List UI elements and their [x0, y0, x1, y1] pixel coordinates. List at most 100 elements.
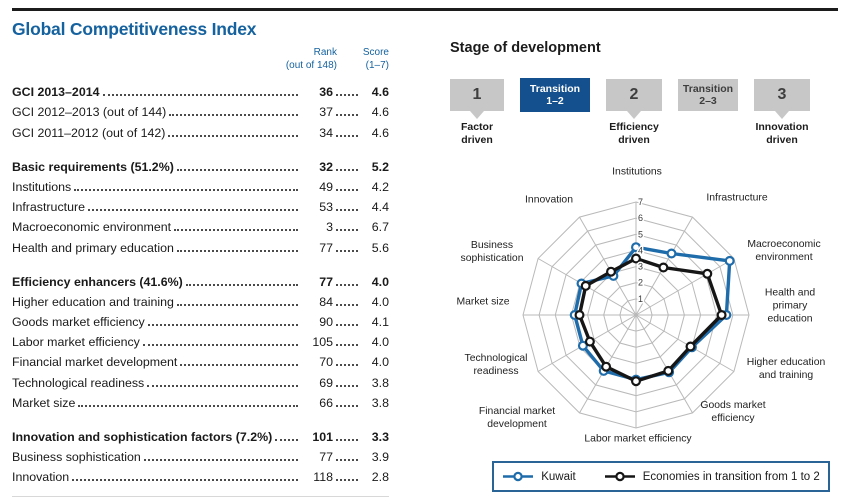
row-label: Technological readiness	[12, 375, 145, 390]
radar-axis-label: Infrastructure	[706, 191, 767, 204]
radar-point	[663, 365, 674, 376]
dot-leader	[336, 283, 358, 286]
row-rank: 37	[319, 105, 333, 120]
row-score: 4.6	[371, 105, 389, 120]
row-rank: 66	[319, 395, 333, 410]
row-score: 4.0	[371, 355, 389, 370]
radar-point	[577, 340, 588, 351]
dot-leader	[336, 209, 358, 212]
radar-tick-label: 4	[638, 245, 643, 255]
radar-point	[666, 248, 677, 259]
row-score: 4.6	[371, 125, 389, 140]
radar-axis-label: Financial market development	[479, 405, 555, 431]
rank-column-header: Rank (out of 148)	[285, 47, 337, 71]
dot-leader	[336, 134, 358, 137]
radar-axis-label: Higher education and training	[747, 356, 826, 382]
row-rank: 36	[319, 85, 333, 100]
table-row: Macroeconomic environment 3 6.7	[12, 214, 389, 234]
table-row: Higher education and training 84 4.0	[12, 289, 389, 309]
radar-point	[631, 253, 642, 264]
stage-box-label: 2–3	[699, 95, 717, 107]
table-row: Innovation 118 2.8	[12, 464, 389, 484]
table-row: Market size 66 3.8	[12, 390, 389, 410]
stage-caption: Efficiency driven	[609, 121, 659, 146]
radar-spoke	[635, 258, 735, 316]
radar-tick-label: 6	[638, 213, 643, 223]
table-row: GCI 2011–2012 (out of 142) 34 4.6	[12, 119, 389, 140]
radar-point	[685, 341, 696, 352]
radar-axis-label-line: Higher education	[746, 356, 826, 368]
row-rank: 84	[319, 294, 333, 309]
stage-item: Transition 1–2	[520, 78, 590, 112]
radar-axis-label: Innovation	[525, 193, 573, 206]
radar-axis-label-line: Institutions	[612, 166, 662, 178]
dot-leader	[336, 229, 358, 232]
stage-box-2: 2	[606, 79, 662, 111]
table-row: Business sophistication 77 3.9	[12, 444, 389, 464]
score-column-header: Score (1–7)	[362, 47, 389, 71]
dot-leader	[176, 168, 298, 171]
legend-line-marker-icon	[604, 471, 635, 482]
row-score: 5.6	[371, 240, 389, 255]
radar-spoke	[635, 314, 693, 414]
stage-box-label: 3	[777, 86, 787, 103]
radar-tick-label: 5	[638, 229, 643, 239]
stage-box-label: Transition	[682, 82, 734, 95]
dot-leader	[176, 303, 298, 306]
table-row: Efficiency enhancers (41.6%) 77 4.0	[12, 269, 389, 289]
table-section: Efficiency enhancers (41.6%) 77 4.0 Higher …	[12, 269, 389, 410]
row-label: Innovation	[12, 470, 70, 485]
stage-caption-line: driven	[618, 133, 650, 146]
gci-table: GCI 2013–2014 36 4.6 GCI 2012–2013 (out of …	[12, 79, 389, 484]
legend-item-transition-economies: Economies in transition from 1 to 2	[604, 471, 820, 483]
stage-caption-line: Efficiency	[609, 121, 659, 133]
radar-axis-label-line: Macroeconomic	[747, 238, 821, 250]
stage-caption: Innovation driven	[755, 121, 808, 146]
dot-leader	[336, 94, 358, 97]
table-section: GCI 2013–2014 36 4.6 GCI 2012–2013 (out of …	[12, 79, 389, 140]
row-rank: 32	[319, 159, 333, 174]
radar-axis-label: Market size	[456, 295, 509, 308]
row-rank: 118	[313, 470, 333, 485]
stage-and-chart-panel: Stage of development 1 Factor driven Transi…	[450, 0, 840, 500]
radar-point	[658, 262, 669, 273]
table-row: Institutions 49 4.2	[12, 174, 389, 194]
row-score: 3.8	[371, 395, 389, 410]
stage-caption-line: Innovation	[755, 121, 809, 133]
stage-item: 2 Efficiency driven	[606, 79, 662, 146]
radar-axis-label-line: Health and	[764, 287, 816, 299]
radar-point	[702, 268, 713, 279]
dot-leader	[174, 229, 298, 232]
stage-box-label: 2	[629, 86, 639, 103]
stage-pointer-icon	[470, 111, 484, 119]
dot-leader	[336, 114, 358, 117]
dot-leader	[176, 249, 298, 252]
radar-point	[724, 255, 735, 266]
top-divider	[12, 8, 838, 11]
stage-box-transition-1–2: Transition 1–2	[520, 78, 590, 112]
dot-leader	[143, 459, 298, 462]
row-label: GCI 2011–2012 (out of 142)	[12, 125, 166, 140]
radar-point	[631, 376, 642, 387]
legend-label: Economies in transition from 1 to 2	[642, 470, 820, 483]
row-rank: 90	[319, 315, 333, 330]
radar-axis-label: Business sophistication	[461, 239, 524, 265]
dot-leader	[180, 364, 298, 367]
dot-leader	[74, 188, 298, 191]
radar-axis-label-line: readiness	[473, 366, 519, 377]
row-score: 4.0	[371, 274, 389, 289]
bottom-divider	[12, 496, 389, 497]
row-score: 3.8	[371, 375, 389, 390]
radar-axis-label-line: efficiency	[711, 413, 755, 424]
row-score: 6.7	[371, 220, 389, 235]
dot-leader	[336, 364, 358, 367]
stage-item: Transition 2–3	[678, 79, 738, 111]
radar-axis-label: Macroeconomic environment	[747, 238, 820, 264]
row-rank: 105	[312, 335, 333, 350]
chart-legend: Kuwait Economies in transition from 1 to …	[492, 461, 830, 492]
index-table-panel: Global Competitiveness Index Rank (out o…	[12, 19, 389, 484]
dot-leader	[102, 94, 298, 97]
row-label: Health and primary education	[12, 240, 174, 255]
row-label: Financial market development	[12, 355, 178, 370]
radar-tick-label: 1	[638, 294, 643, 304]
